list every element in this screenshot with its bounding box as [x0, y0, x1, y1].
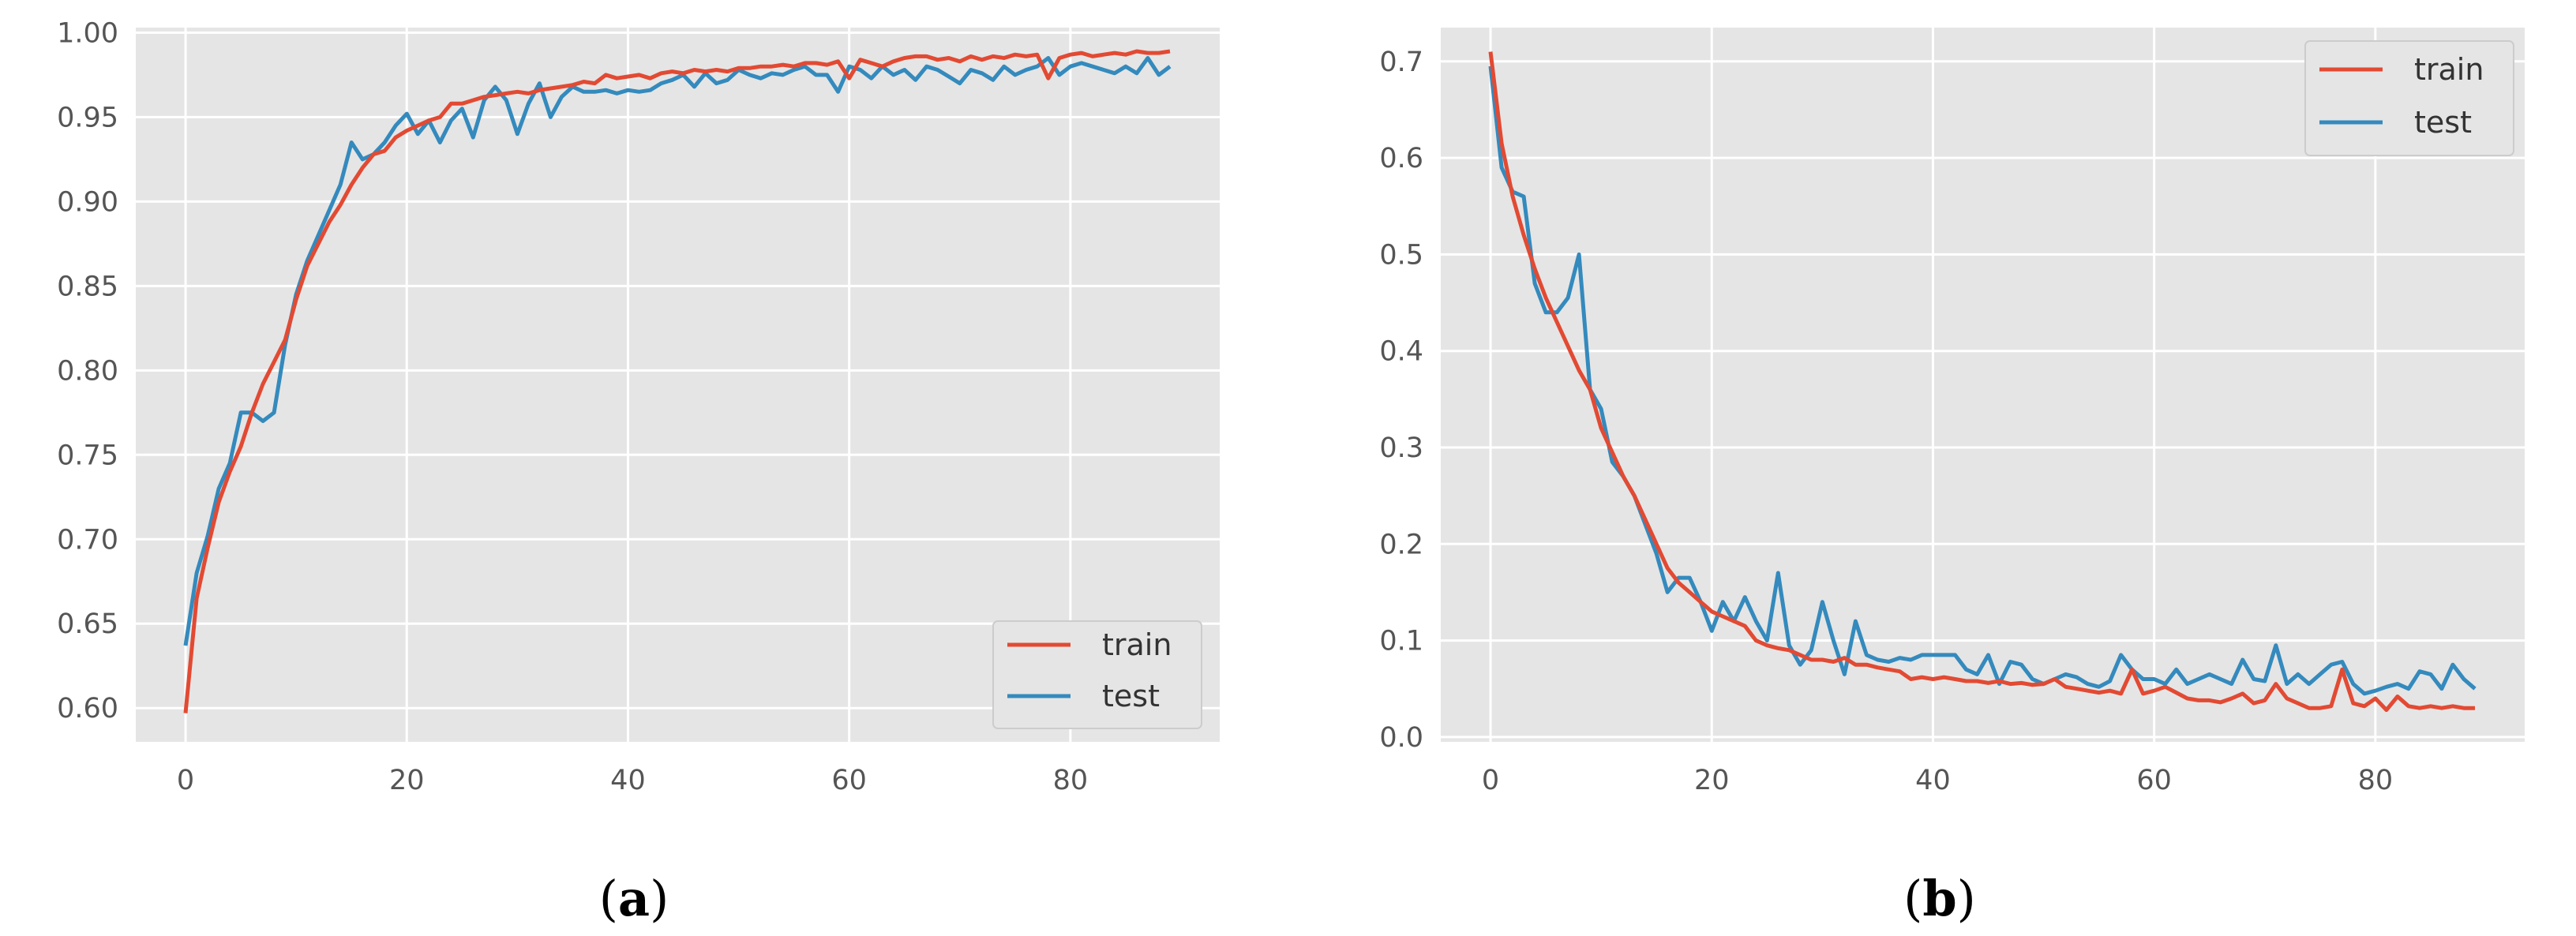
series-line-train [183, 49, 1171, 713]
x-tick-label: 40 [1915, 765, 1951, 796]
y-tick-label: 0.7 [1379, 47, 1423, 78]
legend-label-test-a: test [1102, 679, 1160, 713]
y-tick-label: 1.00 [57, 17, 118, 49]
x-tick-label: 80 [2358, 765, 2394, 796]
x-tick-label: 0 [177, 765, 194, 796]
y-tick-label: 0.4 [1379, 336, 1423, 368]
y-tick-label: 0.0 [1379, 722, 1423, 754]
x-tick-label: 80 [1053, 765, 1089, 796]
y-tick-label: 0.2 [1379, 529, 1423, 560]
legend-b: train test [2304, 40, 2514, 156]
x-tick-label: 40 [610, 765, 646, 796]
y-tick-labels-a: 0.60 0.65 0.70 0.75 0.80 0.85 0.90 0.95 1.00 [57, 17, 118, 724]
grid-b [1441, 28, 2525, 742]
x-tick-label: 20 [389, 765, 425, 796]
y-tick-label: 0.70 [57, 524, 118, 556]
series-line-train [1488, 51, 2475, 713]
series-lines-b [1488, 51, 2477, 713]
x-tick-label: 60 [831, 765, 867, 796]
y-tick-label: 0.75 [57, 440, 118, 471]
panel-caption-a: (a) [599, 870, 669, 927]
legend-a: train test [992, 620, 1202, 729]
y-tick-label: 0.5 [1379, 239, 1423, 271]
x-tick-label: 0 [1482, 765, 1499, 796]
x-tick-label: 20 [1694, 765, 1730, 796]
y-tick-label: 0.6 [1379, 143, 1423, 174]
series-lines-a [183, 49, 1172, 713]
panel-b: 0.0 0.1 0.2 0.3 0.4 0.5 0.6 0.7 0 20 40 60 80 train… [1379, 28, 2525, 927]
series-line-test [183, 56, 1172, 646]
panel-caption-b: (b) [1903, 870, 1976, 927]
x-tick-label: 60 [2136, 765, 2172, 796]
x-tick-labels-b: 0 20 40 60 80 [1482, 765, 2393, 796]
y-tick-label: 0.85 [57, 271, 118, 302]
y-tick-label: 0.3 [1379, 432, 1423, 464]
y-tick-labels-b: 0.0 0.1 0.2 0.3 0.4 0.5 0.6 0.7 [1379, 47, 1423, 754]
grid-a [136, 28, 1220, 742]
y-tick-label: 0.80 [57, 355, 118, 387]
panel-a: 0.60 0.65 0.70 0.75 0.80 0.85 0.90 0.95 1.00 0 20… [57, 17, 1220, 927]
y-tick-label: 0.65 [57, 608, 118, 640]
y-tick-label: 0.90 [57, 186, 118, 218]
legend-label-train-b: train [2414, 52, 2484, 87]
y-tick-label: 0.1 [1379, 626, 1423, 657]
legend-label-train-a: train [1102, 627, 1172, 662]
y-tick-label: 0.95 [57, 102, 118, 133]
y-tick-label: 0.60 [57, 693, 118, 724]
legend-label-test-b: test [2414, 105, 2472, 140]
legend-box-a [992, 620, 1202, 729]
x-tick-labels-a: 0 20 40 60 80 [177, 765, 1088, 796]
series-line-test [1488, 66, 2477, 696]
